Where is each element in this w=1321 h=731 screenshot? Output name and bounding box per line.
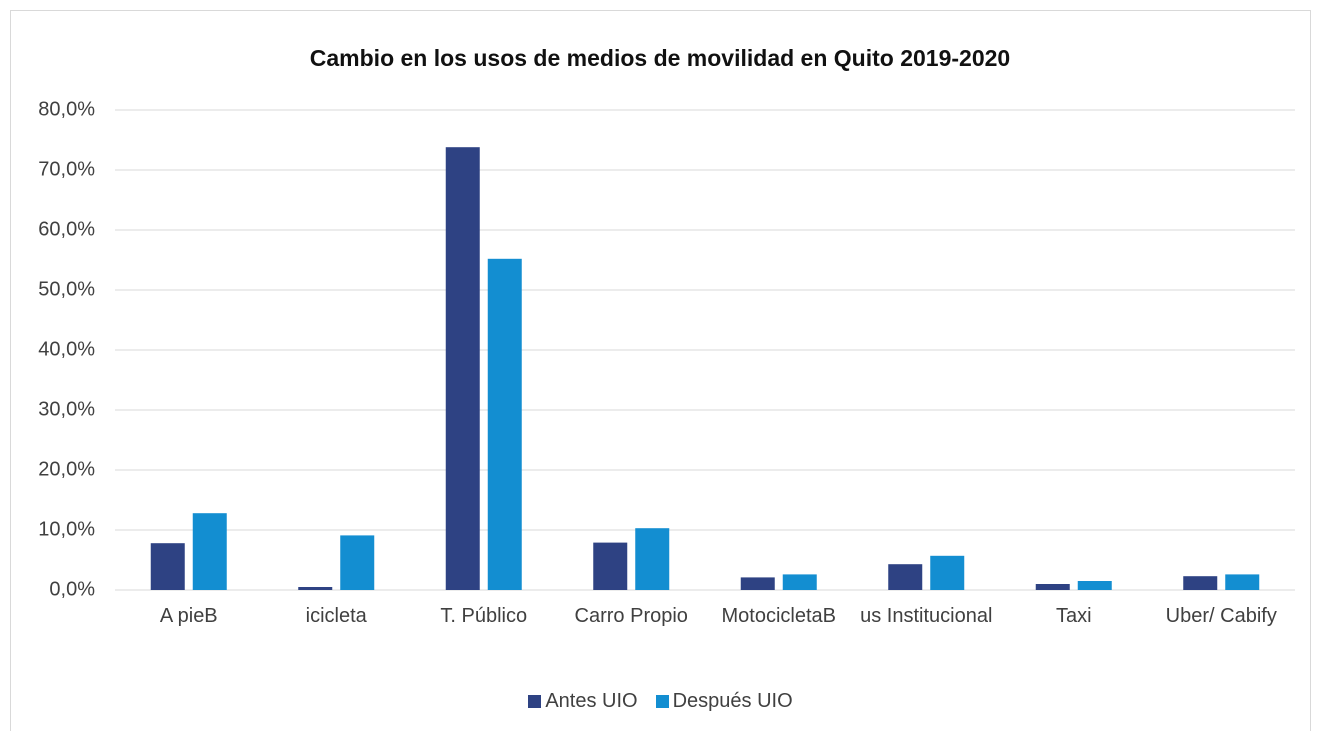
chart-title: Cambio en los usos de medios de movilida…	[310, 45, 1010, 71]
bar	[487, 258, 522, 590]
legend-label: Antes UIO	[545, 690, 638, 712]
x-tick-label: Carro Propio	[574, 605, 688, 627]
bar	[340, 535, 375, 590]
bar	[445, 147, 480, 590]
y-tick-label: 70,0%	[38, 158, 95, 180]
legend-item: Después UIO	[655, 690, 793, 713]
y-tick-label: 40,0%	[38, 338, 95, 360]
legend: Antes UIO Después UIO	[0, 690, 1321, 713]
bar	[1035, 584, 1070, 590]
x-tick-label: T. Público	[440, 605, 528, 627]
bar	[635, 528, 670, 590]
bar	[593, 542, 628, 590]
bar	[782, 574, 817, 590]
legend-label: Después UIO	[672, 690, 793, 712]
y-tick-label: 0,0%	[49, 578, 95, 600]
bar	[298, 587, 333, 590]
y-tick-label: 50,0%	[38, 278, 95, 300]
x-tick-label: A pieB	[159, 605, 218, 627]
bar	[1077, 581, 1112, 590]
legend-swatch	[655, 695, 669, 708]
y-tick-label: 80,0%	[38, 98, 95, 120]
bar	[930, 555, 965, 590]
bar	[740, 577, 775, 590]
x-tick-label: icicleta	[305, 605, 367, 627]
x-tick-label: Taxi	[1055, 605, 1092, 627]
y-tick-label: 30,0%	[38, 398, 95, 420]
x-tick-label: Uber/ Cabify	[1165, 605, 1277, 627]
bar	[1225, 574, 1260, 590]
chart-frame	[10, 10, 1311, 731]
y-tick-label: 20,0%	[38, 458, 95, 480]
bar	[150, 543, 185, 590]
bar	[1183, 576, 1218, 590]
x-tick-label: MotocicletaB	[721, 605, 837, 627]
legend-swatch	[528, 695, 542, 708]
bar	[888, 564, 923, 590]
y-tick-label: 60,0%	[38, 218, 95, 240]
x-tick-label: us Institucional	[860, 605, 993, 627]
bar	[192, 513, 227, 590]
y-tick-label: 10,0%	[38, 518, 95, 540]
legend-item: Antes UIO	[528, 690, 638, 713]
